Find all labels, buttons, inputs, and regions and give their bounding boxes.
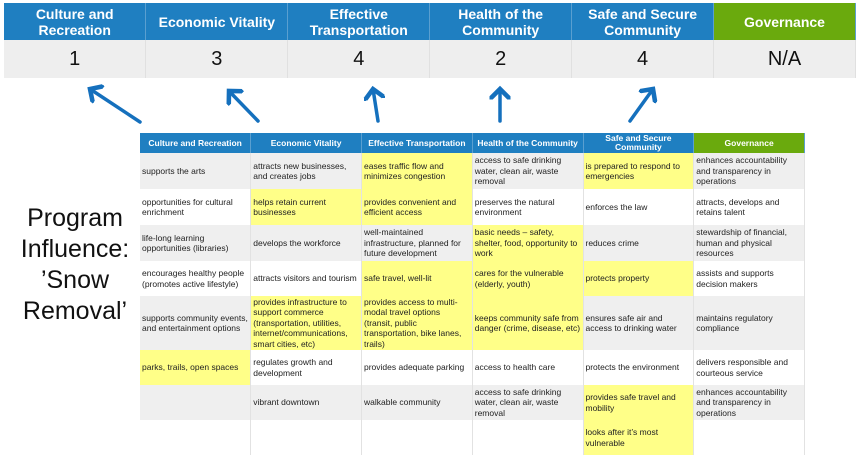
matrix-cell: encourages healthy people (promotes acti… xyxy=(140,261,252,296)
matrix-cell: protects the environment xyxy=(583,350,695,385)
matrix-cell: provides adequate parking xyxy=(361,350,473,385)
matrix-cell: access to health care xyxy=(472,350,584,385)
matrix-cell: cares for the vulnerable (elderly, youth… xyxy=(472,261,584,296)
matrix-header: Health of the Community xyxy=(472,133,584,153)
matrix-cell: maintains regulatory compliance xyxy=(693,296,805,350)
matrix-cell: safe travel, well-lit xyxy=(361,261,473,296)
matrix-cell: opportunities for cultural enrichment xyxy=(140,189,252,225)
score-header: Culture and Recreation xyxy=(4,3,147,40)
matrix-cell: is prepared to respond to emergencies xyxy=(583,153,695,189)
matrix-cell: access to safe drinking water, clean air… xyxy=(472,385,584,420)
matrix-row: supports community events, and entertain… xyxy=(140,296,805,350)
score-value: 3 xyxy=(145,40,289,78)
score-value: 1 xyxy=(4,40,147,78)
matrix-row: opportunities for cultural enrichment hel… xyxy=(140,189,805,225)
score-value: N/A xyxy=(713,40,856,78)
matrix-cell: looks after it’s most vulnerable xyxy=(583,420,695,455)
score-value: 4 xyxy=(571,40,715,78)
matrix-cell: attracts new businesses, and creates job… xyxy=(250,153,362,189)
matrix-cell: reduces crime xyxy=(583,225,695,261)
matrix-cell xyxy=(472,420,584,455)
arrow-icon xyxy=(229,91,260,123)
matrix-cell: delivers responsible and courteous servi… xyxy=(693,350,805,385)
matrix-cell xyxy=(693,420,805,455)
influence-matrix: Culture and Recreation Economic Vitality E… xyxy=(140,133,805,455)
program-influence-label: Program Influence: ’Snow Removal’ xyxy=(0,203,150,327)
score-header: Health of the Community xyxy=(429,3,573,40)
matrix-header: Economic Vitality xyxy=(250,133,362,153)
matrix-cell: access to safe drinking water, clean air… xyxy=(472,153,584,189)
matrix-cell: regulates growth and development xyxy=(250,350,362,385)
matrix-header: Effective Transportation xyxy=(361,133,473,153)
matrix-header: Culture and Recreation xyxy=(140,133,252,153)
label-line: ’Snow xyxy=(40,266,110,294)
score-header: Safe and Secure Community xyxy=(571,3,715,40)
matrix-cell: vibrant downtown xyxy=(250,385,362,420)
matrix-row: supports the arts attracts new businesses… xyxy=(140,153,805,189)
label-line: Influence: xyxy=(20,235,130,263)
matrix-cell: supports the arts xyxy=(140,153,252,189)
matrix-cell: ensures safe air and access to drinking … xyxy=(583,296,695,350)
matrix-header: Safe and Secure Community xyxy=(583,133,695,153)
arrow-icon xyxy=(90,89,142,124)
matrix-cell: well-maintained infrastructure, planned … xyxy=(361,225,473,261)
matrix-cell: stewardship of financial, human and phys… xyxy=(693,225,805,261)
matrix-cell: basic needs – safety, shelter, food, opp… xyxy=(472,225,584,261)
matrix-row: encourages healthy people (promotes acti… xyxy=(140,261,805,296)
matrix-cell: walkable community xyxy=(361,385,473,420)
matrix-cell: enhances accountability and transparency… xyxy=(693,385,805,420)
matrix-cell: provides safe travel and mobility xyxy=(583,385,695,420)
matrix-cell xyxy=(140,385,252,420)
arrow-icon xyxy=(628,89,653,123)
matrix-cell: enhances accountability and transparency… xyxy=(693,153,805,189)
matrix-cell: develops the workforce xyxy=(250,225,362,261)
matrix-cell xyxy=(140,420,252,455)
matrix-row: life-long learning opportunities (librar… xyxy=(140,225,805,261)
arrows xyxy=(0,0,859,124)
score-header: Effective Transportation xyxy=(287,3,431,40)
score-value: 4 xyxy=(287,40,431,78)
matrix-cell xyxy=(361,420,473,455)
matrix-cell: attracts, develops and retains talent xyxy=(693,189,805,225)
matrix-header: Governance xyxy=(693,133,805,153)
matrix-cell: parks, trails, open spaces xyxy=(140,350,252,385)
matrix-cell: preserves the natural environment xyxy=(472,189,584,225)
matrix-cell: life-long learning opportunities (librar… xyxy=(140,225,252,261)
score-header: Economic Vitality xyxy=(145,3,289,40)
matrix-cell: assists and supports decision makers xyxy=(693,261,805,296)
matrix-cell: keeps community safe from danger (crime,… xyxy=(472,296,584,350)
matrix-cell: provides convenient and efficient access xyxy=(361,189,473,225)
matrix-cell xyxy=(250,420,362,455)
matrix-row: looks after it’s most vulnerable xyxy=(140,420,805,455)
matrix-cell: provides infrastructure to support comme… xyxy=(250,296,362,350)
matrix-cell: provides access to multi-modal travel op… xyxy=(361,296,473,350)
matrix-cell: eases traffic flow and minimizes congest… xyxy=(361,153,473,189)
score-value: 2 xyxy=(429,40,573,78)
matrix-row: vibrant downtown walkable community access… xyxy=(140,385,805,420)
matrix-cell: enforces the law xyxy=(583,189,695,225)
matrix-cell: attracts visitors and tourism xyxy=(250,261,362,296)
matrix-cell: helps retain current businesses xyxy=(250,189,362,225)
matrix-row: parks, trails, open spaces regulates grow… xyxy=(140,350,805,385)
matrix-cell: protects property xyxy=(583,261,695,296)
matrix-cell: supports community events, and entertain… xyxy=(140,296,252,350)
score-header: Governance xyxy=(713,3,856,40)
arrow-icon xyxy=(373,89,378,123)
label-line: Program xyxy=(27,204,123,232)
pillar-score-table: Culture and Recreation Economic Vitality… xyxy=(4,3,856,78)
label-line: Removal’ xyxy=(22,297,128,325)
